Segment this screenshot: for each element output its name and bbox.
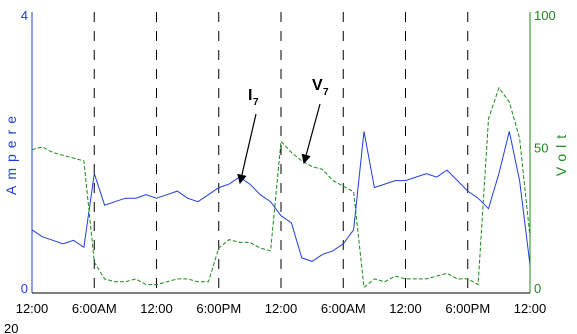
- annotation-subscript: 7: [323, 87, 329, 98]
- x-tick-label: 6:00AM: [72, 301, 117, 316]
- annotation-subscript: 7: [253, 97, 259, 108]
- x-tick-label: 12:00: [16, 301, 49, 316]
- annotation-arrow: [301, 103, 321, 165]
- left-tick-label: 0: [21, 281, 28, 296]
- series-line-v7: [31, 86, 531, 289]
- plot-frame: [31, 12, 531, 294]
- x-tick-label: 6:00PM: [196, 301, 241, 316]
- x-tick-label: 6:00AM: [321, 301, 366, 316]
- x-tick-label: 6:00PM: [445, 301, 490, 316]
- left-y-axis: 0 4 Ampere: [3, 8, 28, 296]
- corner-label: 20: [4, 321, 18, 334]
- right-axis-title: Volt: [553, 129, 569, 176]
- left-tick-label: 4: [21, 8, 28, 23]
- series-lines: [31, 86, 531, 289]
- x-tick-label: 12:00: [514, 301, 547, 316]
- right-tick-label: 50: [534, 141, 548, 156]
- x-axis-ticks: 12:00 6:00AM 12:00 6:00PM 12:00 6:00AM 12:00 6:…: [16, 301, 547, 316]
- left-axis-title: Ampere: [3, 110, 19, 195]
- right-tick-label: 0: [534, 281, 541, 296]
- series-line-i7: [31, 131, 531, 265]
- annotation-label: I: [248, 87, 252, 104]
- annotation-label: V: [312, 77, 323, 94]
- annotations: I 7V 7: [237, 77, 329, 185]
- right-y-axis: 0 50 100 Volt: [534, 8, 569, 296]
- x-tick-label: 12:00: [265, 301, 298, 316]
- right-tick-label: 100: [534, 8, 556, 23]
- vertical-gridlines: [93, 12, 469, 293]
- x-tick-label: 12:00: [140, 301, 173, 316]
- annotation-arrow: [237, 113, 257, 185]
- x-tick-label: 12:00: [389, 301, 422, 316]
